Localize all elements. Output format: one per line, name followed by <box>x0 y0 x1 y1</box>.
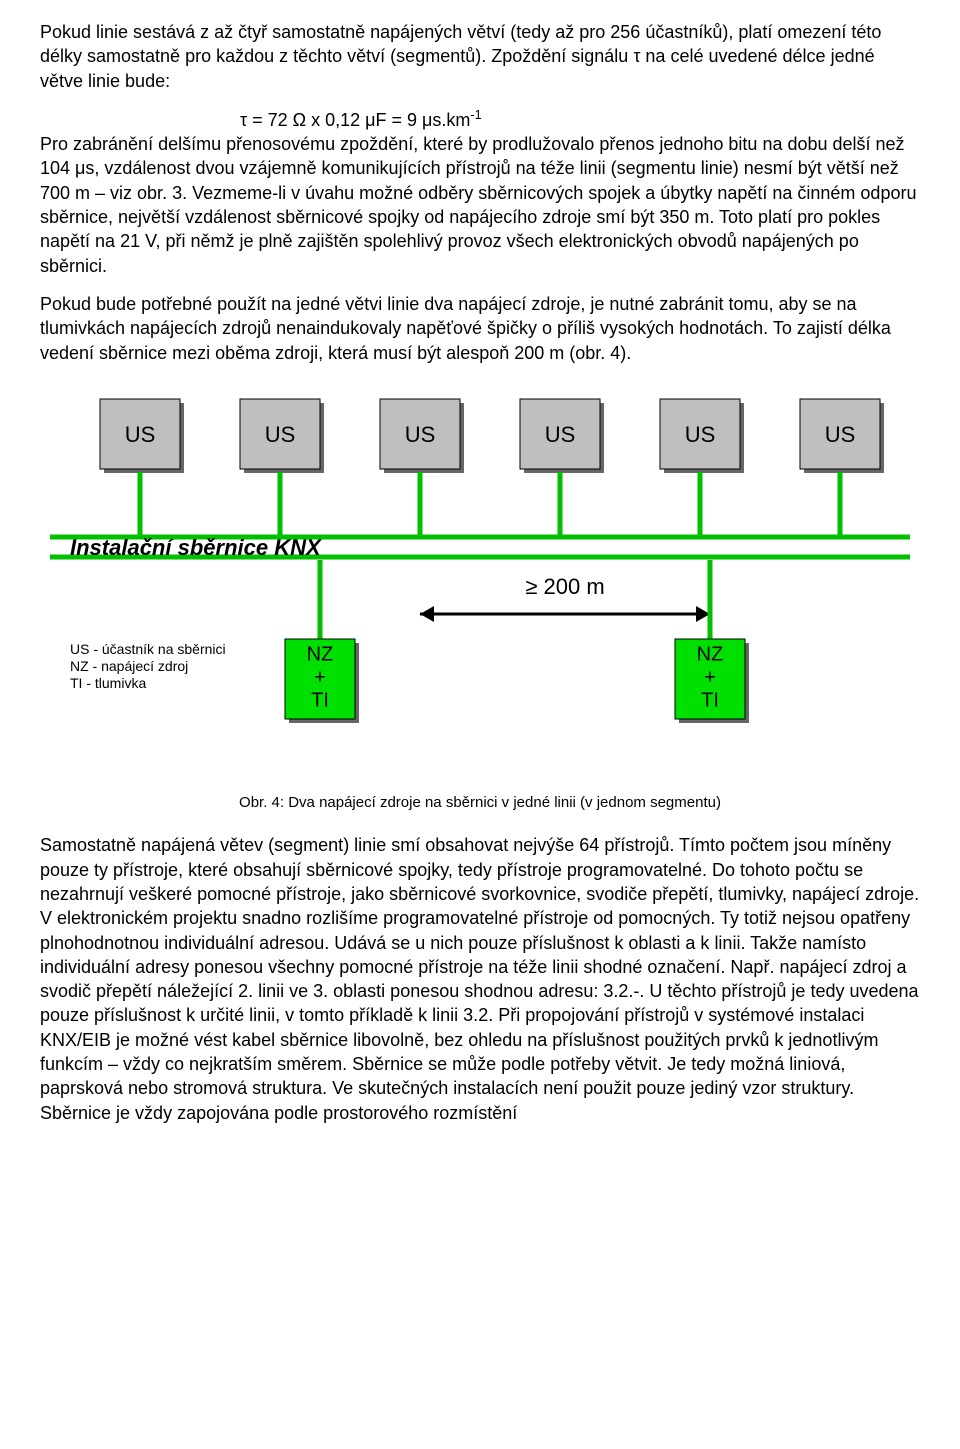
para3-text: Pokud bude potřebné použít na jedné větv… <box>40 294 891 363</box>
svg-text:US: US <box>685 422 716 447</box>
diagram-obr-4: US US US US US US Instalační sběrnice KNX ≥ 200… <box>40 379 920 775</box>
svg-text:+: + <box>704 666 716 688</box>
para2-text: Pro zabránění delšímu přenosovému zpoždě… <box>40 134 916 275</box>
bus-diagram: US US US US US US Instalační sběrnice KNX ≥ 200… <box>40 379 920 769</box>
formula: τ = 72 Ω x 0,12 μF = 9 μs.km-1 <box>240 110 482 130</box>
paragraph-3: Pokud bude potřebné použít na jedné větv… <box>40 292 920 365</box>
svg-text:≥ 200 m: ≥ 200 m <box>525 574 604 599</box>
svg-text:TI: TI <box>701 689 719 711</box>
svg-text:US: US <box>405 422 436 447</box>
svg-text:Instalační sběrnice KNX: Instalační sběrnice KNX <box>70 535 322 560</box>
svg-text:TI - tlumivka: TI - tlumivka <box>70 675 146 691</box>
svg-text:NZ: NZ <box>307 644 334 666</box>
svg-text:TI: TI <box>311 689 329 711</box>
svg-text:US: US <box>825 422 856 447</box>
svg-text:+: + <box>314 666 326 688</box>
svg-text:US: US <box>125 422 156 447</box>
paragraph-2: Pro zabránění delšímu přenosovému zpoždě… <box>40 132 920 278</box>
svg-text:US - účastník na sběrnici: US - účastník na sběrnici <box>70 641 226 657</box>
svg-text:US: US <box>545 422 576 447</box>
svg-text:US: US <box>265 422 296 447</box>
svg-text:NZ - napájecí zdroj: NZ - napájecí zdroj <box>70 658 188 674</box>
paragraph-4: Samostatně napájená větev (segment) lini… <box>40 833 920 1125</box>
figure-caption: Obr. 4: Dva napájecí zdroje na sběrnici … <box>40 793 920 813</box>
svg-text:NZ: NZ <box>697 644 724 666</box>
formula-line: τ = 72 Ω x 0,12 μF = 9 μs.km-1 <box>40 107 920 132</box>
paragraph-1: Pokud linie sestává z až čtyř samostatně… <box>40 20 920 93</box>
para4-text: Samostatně napájená větev (segment) lini… <box>40 835 919 1122</box>
para1-text: Pokud linie sestává z až čtyř samostatně… <box>40 22 881 91</box>
